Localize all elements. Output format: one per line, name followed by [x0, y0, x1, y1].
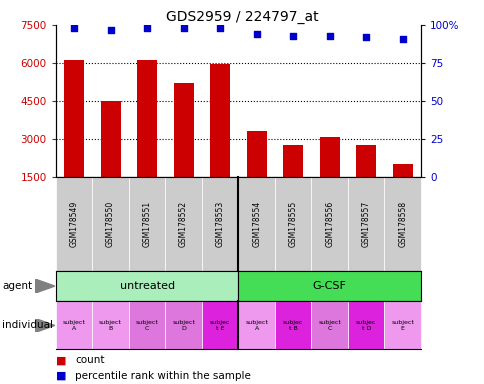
Text: percentile rank within the sample: percentile rank within the sample [75, 371, 251, 381]
Text: GSM178554: GSM178554 [252, 200, 260, 247]
Bar [283, 145, 302, 177]
Text: ■: ■ [56, 371, 66, 381]
Text: GSM178552: GSM178552 [179, 200, 188, 247]
Text: subject
A: subject A [245, 320, 268, 331]
Bar [64, 60, 84, 177]
Bar [246, 131, 266, 177]
Point [216, 25, 224, 31]
Text: ■: ■ [56, 355, 66, 365]
Text: subject
D: subject D [172, 320, 195, 331]
Text: untreated: untreated [119, 281, 174, 291]
Bar [355, 145, 376, 177]
Point [325, 33, 333, 39]
Text: GSM178555: GSM178555 [288, 200, 297, 247]
Point [252, 31, 260, 37]
Point [106, 26, 114, 33]
Text: GSM178551: GSM178551 [142, 200, 151, 247]
Text: GSM178557: GSM178557 [361, 200, 370, 247]
Text: subject
E: subject E [391, 320, 413, 331]
Text: count: count [75, 355, 105, 365]
Text: subject
B: subject B [99, 320, 122, 331]
Text: agent: agent [2, 281, 32, 291]
Bar [173, 83, 193, 177]
Text: subject
C: subject C [318, 320, 340, 331]
Text: GSM178553: GSM178553 [215, 200, 224, 247]
Bar [210, 64, 230, 177]
Text: GSM178558: GSM178558 [397, 200, 407, 247]
Text: subjec
t D: subjec t D [355, 320, 376, 331]
Point [70, 25, 78, 31]
Text: subjec
t E: subjec t E [210, 320, 230, 331]
Polygon shape [35, 319, 55, 332]
Text: GSM178556: GSM178556 [324, 200, 333, 247]
Point [362, 34, 369, 40]
Point [288, 33, 296, 39]
Text: GDS2959 / 224797_at: GDS2959 / 224797_at [166, 10, 318, 23]
Text: individual: individual [2, 320, 53, 331]
Polygon shape [35, 279, 55, 293]
Point [143, 25, 151, 31]
Bar [100, 101, 121, 177]
Text: GSM178549: GSM178549 [69, 200, 78, 247]
Bar [137, 60, 157, 177]
Point [398, 36, 406, 42]
Text: subject
A: subject A [62, 320, 85, 331]
Text: subject
C: subject C [136, 320, 158, 331]
Bar [319, 137, 339, 177]
Text: subjec
t B: subjec t B [282, 320, 302, 331]
Text: G-CSF: G-CSF [312, 281, 346, 291]
Text: GSM178550: GSM178550 [106, 200, 115, 247]
Point [180, 25, 187, 31]
Bar [392, 164, 412, 177]
